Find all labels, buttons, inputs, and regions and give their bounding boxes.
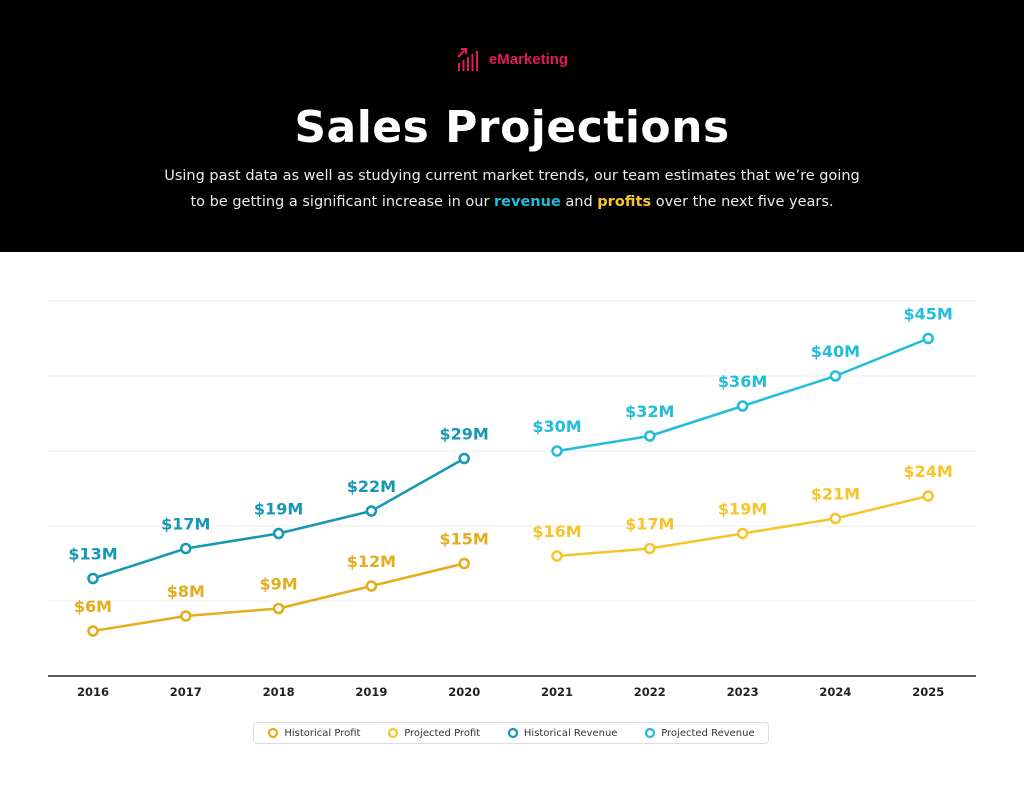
subtitle-revenue-highlight: revenue — [494, 194, 561, 210]
legend-marker-icon — [268, 727, 279, 739]
data-label: $8M — [167, 582, 205, 601]
data-point — [458, 452, 470, 465]
legend-item: Projected Profit — [387, 727, 480, 739]
data-label: $45M — [904, 305, 953, 324]
brand: eMarketing — [0, 46, 1024, 72]
subtitle-profits-highlight: profits — [597, 194, 652, 210]
data-point — [272, 527, 285, 540]
data-point — [829, 512, 842, 525]
x-tick-label: 2017 — [170, 685, 202, 699]
series-line — [556, 337, 929, 453]
page-title: Sales Projections — [294, 102, 730, 153]
data-point — [87, 625, 99, 637]
data-label: $24M — [904, 462, 953, 481]
data-point — [365, 505, 378, 517]
brand-name: eMarketing — [488, 50, 569, 68]
subtitle-text-post: over the next five years. — [651, 194, 834, 210]
legend-item: Projected Revenue — [644, 727, 755, 739]
data-label: $40M — [811, 342, 860, 361]
data-label: $19M — [254, 500, 303, 519]
data-point — [829, 370, 842, 382]
legend-marker-circle — [388, 727, 399, 739]
data-label: $29M — [440, 425, 489, 444]
data-label: $21M — [811, 485, 860, 504]
data-point — [180, 610, 192, 622]
legend-label: Projected Profit — [404, 727, 481, 739]
legend-marker-icon — [645, 727, 656, 739]
x-tick-label: 2021 — [541, 685, 573, 699]
legend-label: Historical Revenue — [523, 727, 618, 739]
data-label: $16M — [532, 522, 581, 541]
x-tick-label: 2019 — [355, 685, 387, 699]
legend-label: Projected Revenue — [661, 727, 755, 739]
data-point — [922, 332, 934, 345]
data-point — [551, 550, 563, 562]
page-subtitle: Using past data as well as studying curr… — [112, 163, 912, 215]
data-point — [736, 527, 749, 540]
data-label: $19M — [718, 500, 767, 519]
data-label: $13M — [68, 545, 117, 564]
x-tick-label: 2020 — [448, 685, 480, 699]
data-label: $22M — [347, 477, 396, 496]
bar-chart-trend-icon — [457, 48, 478, 71]
data-point — [458, 557, 470, 570]
series-line — [92, 457, 465, 580]
data-label: $32M — [625, 402, 674, 421]
subtitle-line-1: Using past data as well as studying curr… — [164, 168, 860, 184]
data-point — [365, 580, 378, 592]
legend-item: Historical Revenue — [507, 727, 618, 739]
x-tick-label: 2023 — [727, 685, 759, 699]
data-label: $12M — [347, 552, 396, 571]
data-label: $9M — [260, 575, 298, 594]
subtitle-text-pre: to be getting a significant increase in … — [190, 194, 495, 210]
data-point — [551, 445, 563, 457]
x-tick-label: 2024 — [819, 685, 851, 699]
data-point — [180, 542, 192, 555]
data-point — [644, 430, 656, 442]
data-point — [87, 572, 99, 585]
header: eMarketing Sales Projections Using past … — [0, 0, 1024, 252]
data-label: $17M — [161, 515, 210, 534]
legend-item: Historical Profit — [267, 727, 360, 739]
subtitle-text-mid: and — [560, 194, 598, 210]
chart-legend: Historical Profit Projected Profit Histori… — [253, 722, 769, 744]
data-label: $36M — [718, 372, 767, 391]
data-label: $15M — [440, 530, 489, 549]
legend-label: Historical Profit — [284, 727, 361, 739]
data-label: $30M — [532, 417, 581, 436]
legend-marker-circle — [507, 727, 518, 739]
data-point — [922, 490, 934, 502]
legend-marker-icon — [388, 727, 399, 739]
data-point — [272, 602, 285, 615]
x-tick-label: 2016 — [77, 685, 109, 699]
data-point — [736, 400, 749, 412]
data-label: $17M — [625, 515, 674, 534]
legend-marker-circle — [268, 727, 279, 739]
data-point — [644, 542, 656, 555]
legend-marker-icon — [507, 727, 518, 739]
x-tick-label: 2025 — [912, 685, 944, 699]
legend-marker-circle — [645, 727, 656, 739]
sales-line-chart: 2016 2017 2018 2019 2020 2021 2022 2023 2024 2025… — [48, 300, 976, 699]
x-tick-label: 2022 — [634, 685, 666, 699]
x-tick-label: 2018 — [263, 685, 295, 699]
data-label: $6M — [74, 597, 112, 616]
